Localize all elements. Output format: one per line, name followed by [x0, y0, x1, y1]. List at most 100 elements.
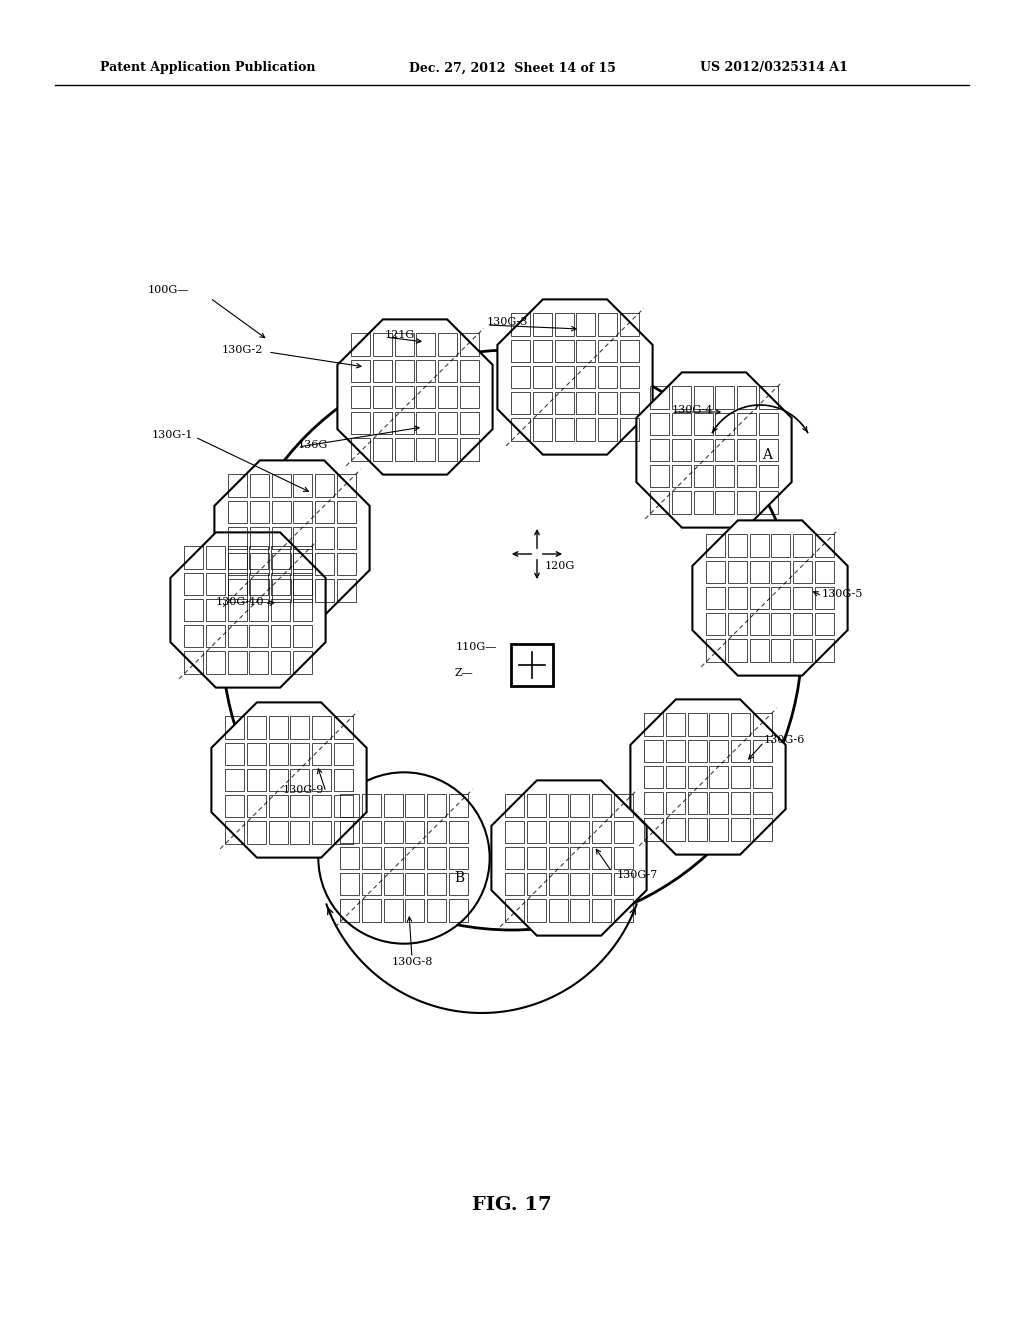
- Text: Dec. 27, 2012  Sheet 14 of 15: Dec. 27, 2012 Sheet 14 of 15: [409, 62, 615, 74]
- Bar: [361, 846, 381, 870]
- Text: 130G-10: 130G-10: [215, 597, 264, 607]
- Bar: [716, 465, 734, 487]
- Bar: [449, 795, 468, 817]
- Bar: [312, 768, 331, 792]
- Bar: [505, 821, 524, 843]
- Bar: [527, 873, 546, 895]
- Bar: [577, 417, 595, 441]
- Bar: [505, 899, 524, 921]
- Bar: [672, 387, 691, 409]
- Bar: [570, 873, 590, 895]
- Bar: [250, 474, 269, 498]
- Polygon shape: [636, 372, 792, 528]
- Bar: [315, 553, 334, 576]
- Bar: [620, 417, 639, 441]
- Text: 120G: 120G: [545, 561, 575, 572]
- Text: 130G-8: 130G-8: [391, 957, 433, 968]
- Bar: [672, 438, 691, 462]
- Bar: [417, 438, 435, 461]
- Bar: [249, 624, 268, 648]
- Bar: [250, 527, 269, 549]
- Bar: [268, 743, 288, 766]
- Bar: [620, 339, 639, 363]
- Bar: [184, 651, 204, 673]
- Bar: [290, 821, 309, 843]
- Polygon shape: [337, 319, 493, 475]
- Bar: [793, 535, 812, 557]
- Bar: [731, 792, 751, 814]
- Bar: [290, 743, 309, 766]
- Bar: [707, 535, 725, 557]
- Bar: [406, 821, 424, 843]
- Bar: [373, 359, 392, 383]
- Bar: [394, 385, 414, 408]
- Text: Patent Application Publication: Patent Application Publication: [100, 62, 315, 74]
- Bar: [687, 792, 707, 814]
- Bar: [312, 743, 331, 766]
- Bar: [225, 768, 245, 792]
- Bar: [460, 438, 479, 461]
- Bar: [268, 821, 288, 843]
- Bar: [427, 795, 446, 817]
- Bar: [555, 417, 573, 441]
- Bar: [666, 792, 685, 814]
- Bar: [687, 817, 707, 841]
- Text: Z—: Z—: [455, 668, 473, 678]
- Bar: [532, 392, 552, 414]
- Bar: [417, 385, 435, 408]
- Bar: [271, 651, 290, 673]
- Bar: [759, 413, 778, 436]
- Bar: [592, 846, 611, 870]
- Bar: [759, 387, 778, 409]
- Bar: [337, 553, 355, 576]
- Bar: [511, 366, 530, 388]
- Bar: [438, 359, 457, 383]
- Bar: [750, 535, 769, 557]
- Bar: [268, 717, 288, 739]
- Bar: [731, 766, 751, 788]
- Bar: [384, 821, 402, 843]
- Bar: [549, 821, 567, 843]
- Polygon shape: [211, 702, 367, 858]
- Bar: [650, 413, 670, 436]
- Bar: [384, 846, 402, 870]
- Bar: [613, 846, 633, 870]
- Bar: [716, 387, 734, 409]
- Bar: [312, 717, 331, 739]
- Text: 136G: 136G: [298, 440, 329, 450]
- Bar: [750, 639, 769, 661]
- Bar: [620, 313, 639, 337]
- Bar: [271, 624, 290, 648]
- Bar: [592, 899, 611, 921]
- Bar: [184, 598, 204, 622]
- Bar: [417, 359, 435, 383]
- Bar: [710, 739, 728, 763]
- Bar: [737, 438, 756, 462]
- Bar: [449, 821, 468, 843]
- Bar: [227, 651, 247, 673]
- Bar: [334, 821, 353, 843]
- Bar: [687, 739, 707, 763]
- Bar: [312, 821, 331, 843]
- Bar: [672, 465, 691, 487]
- Bar: [771, 612, 791, 635]
- Bar: [268, 795, 288, 817]
- Text: 100G—: 100G—: [148, 285, 189, 294]
- Bar: [427, 899, 446, 921]
- Bar: [707, 639, 725, 661]
- Bar: [384, 899, 402, 921]
- Bar: [227, 546, 247, 569]
- Bar: [753, 792, 772, 814]
- Bar: [728, 586, 746, 610]
- Bar: [438, 385, 457, 408]
- Text: 130G-4: 130G-4: [672, 405, 714, 414]
- Polygon shape: [692, 520, 848, 676]
- Bar: [290, 717, 309, 739]
- Bar: [532, 366, 552, 388]
- Bar: [731, 714, 751, 737]
- Bar: [505, 873, 524, 895]
- Bar: [438, 412, 457, 434]
- Bar: [334, 743, 353, 766]
- Bar: [438, 438, 457, 461]
- Bar: [373, 334, 392, 356]
